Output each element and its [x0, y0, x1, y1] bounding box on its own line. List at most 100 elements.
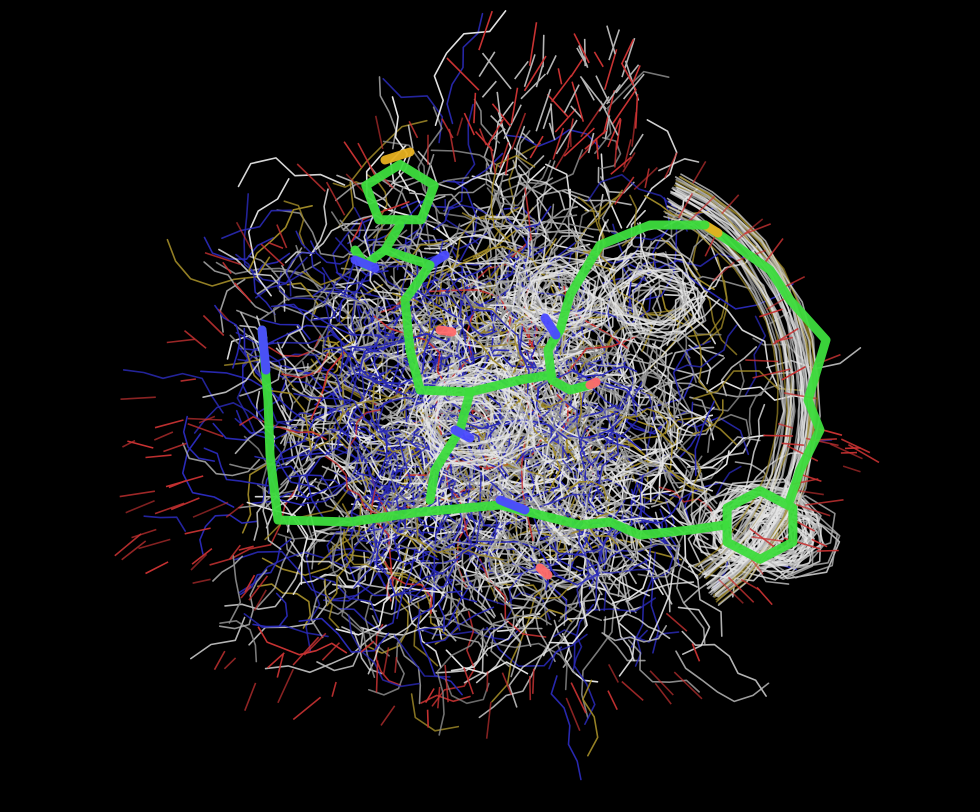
ensemble-wire — [661, 379, 676, 446]
oxygen-whisker — [303, 632, 327, 656]
top-whisker — [550, 103, 554, 135]
oxygen-whisker — [276, 653, 285, 678]
ensemble-wire — [403, 469, 490, 517]
oxygen-whisker — [165, 475, 204, 488]
ensemble-wire — [649, 417, 665, 503]
ensemble-wire — [553, 490, 672, 533]
ensemble-wire — [410, 693, 460, 732]
oxygen-whisker — [244, 682, 257, 711]
ensemble-wire — [603, 616, 646, 662]
top-whisker — [581, 78, 595, 101]
ensemble-wire — [426, 354, 473, 380]
ensemble-wire — [628, 375, 669, 441]
oxygen-whisker — [183, 329, 207, 349]
ensemble-wire — [411, 293, 438, 360]
top-whisker — [481, 52, 512, 90]
ensemble-wire — [702, 436, 761, 467]
ensemble-wire — [272, 294, 335, 323]
ensemble-wire — [736, 451, 806, 498]
ensemble-wire — [390, 575, 433, 615]
ensemble-wire — [347, 614, 421, 688]
top-whisker — [554, 108, 577, 133]
ensemble-wire — [373, 280, 431, 340]
oxygen-whisker — [276, 224, 288, 249]
ensemble-wire — [279, 360, 320, 412]
ensemble-wire — [243, 613, 329, 638]
ensemble-wire — [707, 413, 751, 454]
top-whisker — [490, 115, 506, 131]
ensemble-wire — [560, 414, 601, 466]
oxygen-whisker — [745, 359, 779, 363]
ensemble-wire — [611, 524, 652, 604]
top-whisker — [578, 45, 589, 68]
oxygen-whisker — [763, 434, 794, 437]
ensemble-wire — [396, 379, 422, 417]
ensemble-wire — [443, 183, 486, 217]
ensemble-wire — [394, 297, 436, 347]
ensemble-wire — [535, 495, 575, 553]
oxygen-whisker — [267, 241, 284, 249]
ensemble-wire — [256, 516, 296, 608]
ensemble-wire — [248, 255, 290, 301]
ensemble-wire — [574, 531, 606, 591]
ensemble-wire — [573, 603, 596, 726]
ensemble-wire — [383, 485, 395, 534]
ensemble-wire — [637, 549, 679, 578]
top-whisker — [546, 93, 569, 118]
top-whisker — [634, 93, 639, 129]
top-whisker — [607, 117, 622, 148]
oxygen-whisker — [375, 660, 379, 693]
ensemble-wire — [500, 613, 522, 678]
oxygen-whisker — [260, 243, 285, 267]
ensemble-wire — [247, 178, 290, 297]
ensemble-wire — [424, 606, 495, 645]
top-whisker — [542, 104, 553, 130]
ensemble-wire — [615, 416, 738, 446]
ensemble-wire — [295, 244, 390, 303]
ensemble-wire — [419, 560, 478, 603]
ensemble-wire — [616, 329, 646, 369]
ensemble-wire — [305, 498, 319, 570]
oxygen-whisker — [244, 574, 256, 593]
top-whisker — [523, 55, 547, 92]
ensemble-wire — [255, 256, 308, 299]
top-whisker — [520, 73, 547, 100]
strand-wire — [668, 200, 794, 578]
oxygen-whisker — [374, 115, 384, 150]
ensemble-wire — [221, 209, 293, 239]
strand-wire — [664, 212, 787, 571]
ensemble-wire — [382, 442, 433, 497]
oxygen-whisker — [610, 156, 632, 175]
ensemble-wire — [316, 628, 365, 672]
top-whisker — [546, 55, 557, 75]
ensemble-wire — [444, 678, 490, 705]
ensemble-wire — [465, 311, 498, 337]
ensemble-wire — [466, 332, 508, 373]
oxygen-whisker — [131, 528, 157, 539]
ensemble-wire — [634, 335, 672, 422]
aromatic-ring-wire — [422, 369, 533, 458]
oxygen-whisker — [621, 680, 644, 701]
ensemble-wire — [622, 267, 634, 313]
ensemble-wire — [387, 469, 462, 553]
oxygen-whisker — [277, 668, 295, 704]
oxygen-whisker — [489, 146, 497, 175]
ensemble-wire — [550, 675, 582, 781]
oxygen-whisker — [202, 314, 225, 337]
top-whisker — [463, 112, 476, 136]
ensemble-wire — [417, 608, 463, 696]
ensemble-wire — [421, 213, 498, 251]
ensemble-wire — [296, 442, 314, 479]
ensemble-wire — [519, 326, 542, 414]
top-whisker — [529, 135, 544, 159]
ensemble-wire — [199, 514, 258, 555]
ensemble-wire — [442, 103, 476, 212]
oxygen-whisker — [499, 141, 510, 168]
oxygen-whisker — [501, 672, 513, 696]
oxygen-whisker — [795, 503, 831, 517]
oxygen-whisker — [633, 166, 658, 191]
oxygen-whisker — [448, 128, 457, 163]
highlight-oxygen-inner — [435, 325, 457, 337]
oxygen-whisker — [267, 652, 285, 669]
